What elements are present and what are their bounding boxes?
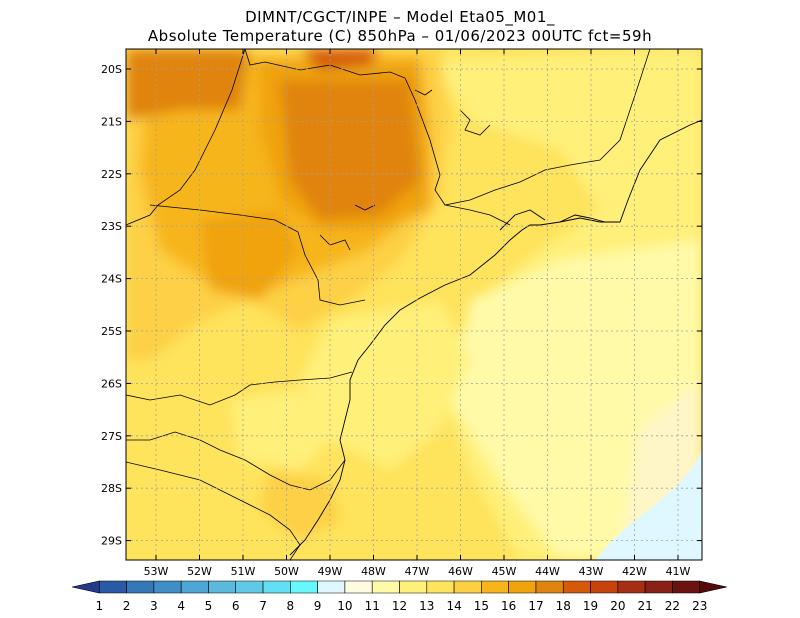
colorbar-segment bbox=[426, 580, 455, 594]
colorbar-segment bbox=[208, 580, 237, 594]
colorbar-segment bbox=[153, 580, 182, 594]
colorbar-segment bbox=[617, 580, 646, 594]
longitude-label: 53W bbox=[144, 565, 169, 578]
temperature-field bbox=[126, 49, 702, 560]
colorbar-label: 12 bbox=[392, 599, 407, 613]
colorbar-segment bbox=[644, 580, 673, 594]
colorbar-segment bbox=[71, 580, 100, 594]
colorbar-segment bbox=[371, 580, 400, 594]
latitude-label: 22S bbox=[101, 168, 122, 181]
colorbar-label: 14 bbox=[446, 599, 461, 613]
colorbar-segment bbox=[180, 580, 209, 594]
longitude-label: 49W bbox=[318, 565, 343, 578]
title-line-2: Absolute Temperature (C) 850hPa – 01/06/… bbox=[147, 27, 653, 45]
colorbar-segment bbox=[126, 580, 155, 594]
colorbar-label: 17 bbox=[528, 599, 543, 613]
colorbar-label: 5 bbox=[205, 599, 213, 613]
colorbar-label: 7 bbox=[259, 599, 267, 613]
latitude-label: 24S bbox=[101, 273, 122, 286]
map-frame bbox=[125, 48, 703, 561]
colorbar-segment bbox=[262, 580, 291, 594]
latitude-label: 27S bbox=[101, 430, 122, 443]
longitude-label: 50W bbox=[274, 565, 299, 578]
latitude-label: 25S bbox=[101, 325, 122, 338]
colorbar-segment bbox=[235, 580, 264, 594]
colorbar-label: 4 bbox=[177, 599, 185, 613]
colorbar-label: 9 bbox=[314, 599, 322, 613]
axis-ticks bbox=[126, 49, 702, 560]
longitude-label: 44W bbox=[535, 565, 560, 578]
colorbar: 1 2 3 4 5 6 7 8 9 10 11 12 13 14 15 16 17 18 19 20 21 22 23 bbox=[71, 580, 728, 613]
colorbar-label: 15 bbox=[474, 599, 489, 613]
colorbar-label: 20 bbox=[610, 599, 625, 613]
longitude-label: 41W bbox=[666, 565, 691, 578]
colorbar-label: 2 bbox=[123, 599, 131, 613]
colorbar-segment bbox=[399, 580, 428, 594]
colorbar-segment bbox=[590, 580, 619, 594]
colorbar-label: 11 bbox=[365, 599, 380, 613]
colorbar-segment bbox=[672, 580, 701, 594]
colorbar-label: 16 bbox=[501, 599, 516, 613]
colorbar-label: 23 bbox=[692, 599, 707, 613]
colorbar-label: 10 bbox=[337, 599, 352, 613]
colorbar-segment bbox=[481, 580, 509, 594]
colorbar-label: 1 bbox=[95, 599, 103, 613]
latitude-label: 28S bbox=[101, 482, 122, 495]
latitude-label: 21S bbox=[101, 115, 122, 128]
latitude-labels: 20S 21S 22S 23S 24S 25S 26S 27S 28S 29S bbox=[101, 63, 122, 548]
colorbar-label: 8 bbox=[287, 599, 295, 613]
gridlines bbox=[126, 49, 702, 560]
latitude-label: 23S bbox=[101, 220, 122, 233]
title-line-1: DIMNT/CGCT/INPE – Model Eta05_M01_ bbox=[245, 8, 555, 26]
longitude-labels: 53W 52W 51W 50W 49W 48W 47W 46W 45W 44W 43W 42W 41W bbox=[144, 565, 691, 578]
longitude-label: 46W bbox=[448, 565, 473, 578]
colorbar-segment bbox=[317, 580, 346, 594]
colorbar-segment bbox=[508, 580, 537, 594]
colorbar-label: 22 bbox=[665, 599, 680, 613]
colorbar-segment bbox=[562, 580, 591, 594]
latitude-label: 20S bbox=[101, 63, 122, 76]
longitude-label: 47W bbox=[405, 565, 430, 578]
colorbar-label: 3 bbox=[150, 599, 158, 613]
colorbar-segment bbox=[535, 580, 564, 594]
longitude-label: 43W bbox=[579, 565, 604, 578]
colorbar-segment bbox=[290, 580, 318, 594]
colorbar-label: 6 bbox=[232, 599, 240, 613]
longitude-label: 52W bbox=[187, 565, 212, 578]
longitude-label: 51W bbox=[231, 565, 256, 578]
colorbar-segment bbox=[699, 580, 728, 594]
colorbar-label: 13 bbox=[419, 599, 434, 613]
longitude-label: 42W bbox=[622, 565, 647, 578]
longitude-label: 48W bbox=[361, 565, 386, 578]
state-borders bbox=[126, 49, 651, 560]
colorbar-label: 21 bbox=[637, 599, 652, 613]
colorbar-segment bbox=[98, 580, 127, 594]
longitude-label: 45W bbox=[492, 565, 517, 578]
colorbar-segment bbox=[453, 580, 482, 594]
colorbar-label: 19 bbox=[583, 599, 598, 613]
latitude-label: 29S bbox=[101, 535, 122, 548]
colorbar-segment bbox=[344, 580, 373, 594]
latitude-label: 26S bbox=[101, 377, 122, 390]
colorbar-label: 18 bbox=[556, 599, 571, 613]
